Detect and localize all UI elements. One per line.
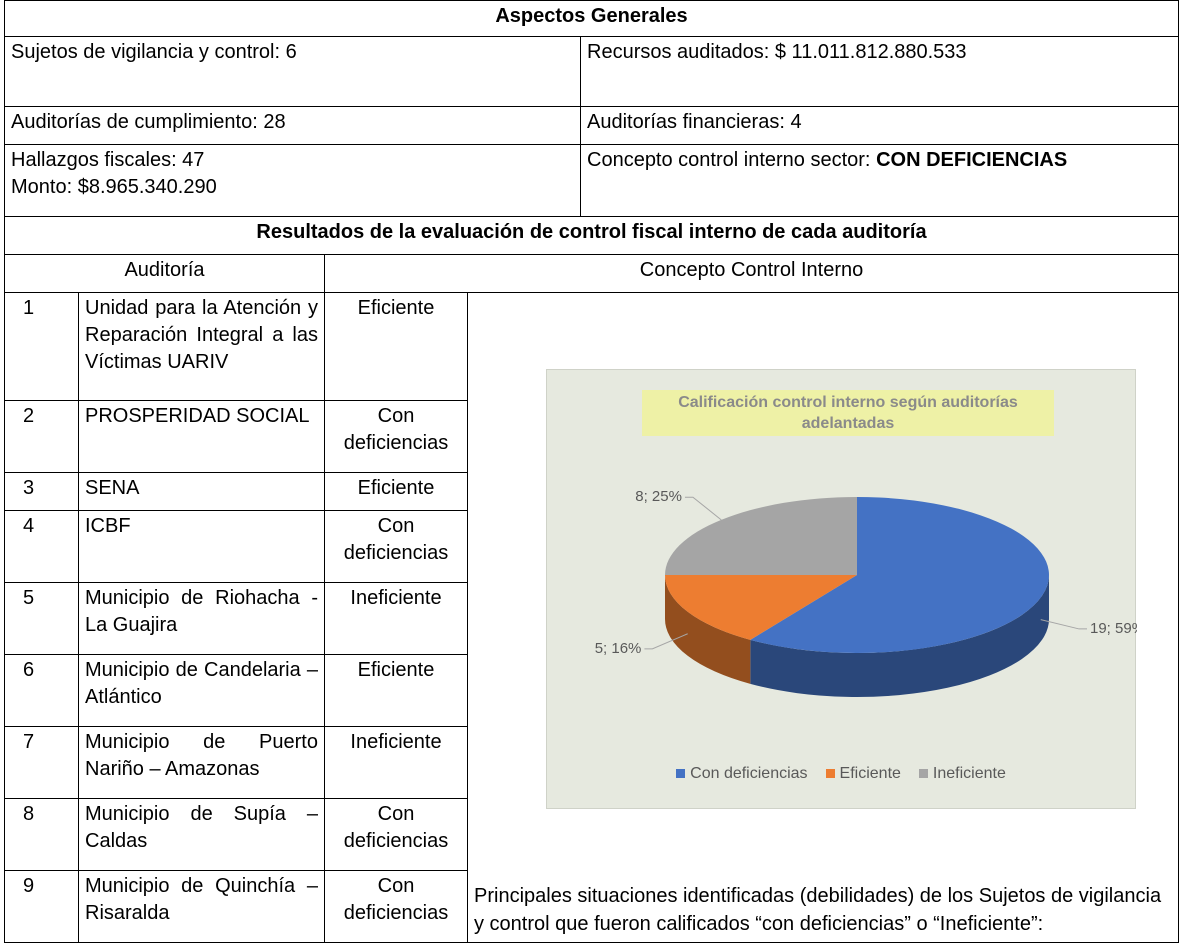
rating: Eficiente [324, 292, 468, 401]
legend-swatch [918, 769, 928, 778]
rating: Con deficiencias [324, 798, 468, 871]
slice [750, 497, 1049, 653]
audit-row: 5 Municipio de Riohacha - La Guajira Inefi… [4, 582, 1179, 655]
audit-row: 9 Municipio de Quinchía – Risaralda Con de… [4, 870, 1179, 943]
concept-cell: Concepto control interno sector: CON DEF… [579, 144, 1180, 217]
rating: Eficiente [324, 472, 468, 511]
row-number: 8 [4, 798, 79, 871]
rating: Con deficiencias [324, 510, 468, 583]
row-number: 5 [4, 582, 79, 655]
slice-side [665, 575, 751, 684]
concept-label: Concepto control interno sector: [587, 149, 871, 171]
legend: Con deficiencias Eficiente Ineficiente [547, 764, 1135, 784]
audit-row: 3 SENA Eficiente [4, 472, 1179, 511]
rating: Ineficiente [324, 726, 468, 799]
row-number: 6 [4, 654, 79, 727]
pie-chart: 19; 59% 5; 16% 8; 25% [595, 488, 1137, 698]
legend-swatch [676, 769, 686, 778]
slice [665, 497, 857, 575]
slice [665, 575, 857, 640]
column-header: Concepto Control Interno [323, 254, 1180, 293]
audit-row: 8 Municipio de Supía – Caldas Con deficien… [4, 798, 1179, 871]
legend-label: Ineficiente [932, 765, 1006, 782]
findings-line: Monto: $8.965.340.290 [11, 176, 217, 198]
entity: Municipio de Riohacha - La Guajira [78, 582, 325, 655]
concept-value: CON DEFICIENCIAS [876, 149, 1068, 171]
findings-cell: Hallazgos fiscales: 47 Monto: $8.965.340.… [4, 144, 581, 217]
entity: Municipio de Candelaria – Atlántico [78, 654, 325, 727]
entity: PROSPERIDAD SOCIAL [78, 400, 325, 473]
legend-label: Eficiente [839, 765, 901, 782]
entity: Unidad para la Atención y Reparación Int… [78, 292, 325, 401]
row-number: 1 [4, 292, 79, 401]
section-title: Resultados de la evaluación de control f… [3, 216, 1180, 255]
entity: Municipio de Supía – Caldas [78, 798, 325, 871]
legend-label: Con deficiencias [690, 765, 808, 782]
slice-side [750, 575, 1049, 698]
rating: Con deficiencias [324, 870, 468, 943]
general-cell: Auditorías de cumplimiento: 28 [4, 106, 581, 145]
audit-row: 1 Unidad para la Atención y Reparación In… [4, 292, 1180, 943]
audit-row: 6 Municipio de Candelaria – Atlántico Efic… [4, 654, 1179, 727]
row-number: 3 [4, 472, 79, 511]
table-title: Aspectos Generales [3, 0, 1180, 37]
rating: Con deficiencias [324, 400, 468, 473]
entity: Municipio de Quinchía – Risaralda [78, 870, 325, 943]
row-number: 4 [4, 510, 79, 583]
leader-line [684, 496, 722, 521]
entity: SENA [78, 472, 325, 511]
chart-title: Calificación control interno según audit… [642, 390, 1054, 436]
note: Principales situaciones identificadas (d… [474, 885, 1162, 935]
findings-line: Hallazgos fiscales: 47 [11, 149, 205, 171]
general-cell: Recursos auditados: $ 11.011.812.880.533 [579, 36, 1180, 107]
chart: Calificación control interno según audit… [546, 369, 1137, 809]
leader-line [644, 633, 688, 650]
data-label: 8; 25% [635, 488, 682, 505]
legend-item: Con deficiencias [676, 764, 808, 784]
legend-item: Ineficiente [918, 764, 1006, 784]
rating: Eficiente [324, 654, 468, 727]
chart-cell: Calificación control interno según audit… [466, 292, 1180, 943]
row-number: 9 [4, 870, 79, 943]
legend-swatch [825, 769, 835, 778]
entity: Municipio de Puerto Nariño – Amazonas [78, 726, 325, 799]
legend-item: Eficiente [825, 764, 901, 784]
general-cell: Auditorías financieras: 4 [579, 106, 1180, 145]
column-header: Auditoría [4, 254, 325, 293]
data-label: 5; 16% [595, 640, 642, 657]
data-label: 19; 59% [1090, 620, 1137, 637]
report-table: Aspectos Generales Sujetos de vigilancia… [3, 0, 1180, 943]
rating: Ineficiente [324, 582, 468, 655]
leader-line [1040, 619, 1088, 630]
row-number: 7 [4, 726, 79, 799]
audit-row: 2 PROSPERIDAD SOCIAL Con deficiencias [4, 400, 1179, 473]
audit-row: 4 ICBF Con deficiencias [4, 510, 1179, 583]
entity: ICBF [78, 510, 325, 583]
row-number: 2 [4, 400, 79, 473]
general-cell: Sujetos de vigilancia y control: 6 [4, 36, 581, 107]
